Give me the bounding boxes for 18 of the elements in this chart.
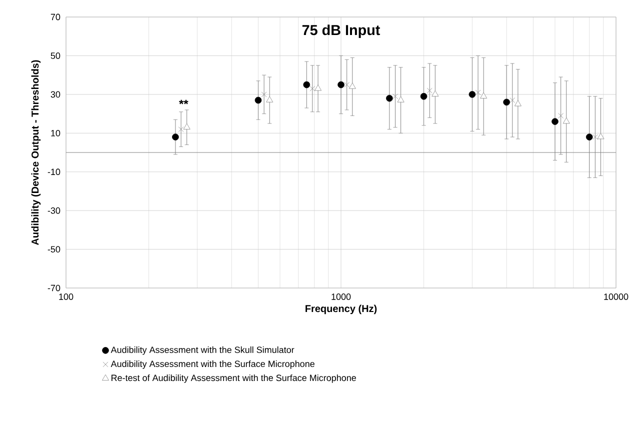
y-tick-label: 10 <box>51 130 60 136</box>
y-tick-label: 50 <box>50 52 60 59</box>
y-axis-title: Audibility (Device Output - Thresholds) <box>31 60 41 246</box>
y-tick-label: 70 <box>50 14 60 20</box>
x-axis-title: Frequency (Hz) <box>306 304 377 314</box>
y-tick-label: -70 <box>48 284 60 292</box>
y-tick-label: 30 <box>50 91 60 98</box>
x-tick-label: 100 <box>59 294 74 300</box>
y-tick-label: -50 <box>48 246 60 252</box>
chart-title: 75 dB Input <box>302 24 380 38</box>
legend-label: Audibility Assessment with the Surface Microphone <box>110 360 314 369</box>
y-tick-label: -30 <box>48 207 60 214</box>
y-tick-label: -10 <box>48 168 60 176</box>
legend-label: Audibility Assessment with the Skull Simulator <box>110 346 294 355</box>
x-tick-label: 1000 <box>332 294 351 300</box>
x-tick-label: 10000 <box>604 294 628 300</box>
annotation: ** <box>179 100 188 104</box>
legend-label: Re-test of Audibility Assessment with the Surface Microphone <box>112 374 356 383</box>
